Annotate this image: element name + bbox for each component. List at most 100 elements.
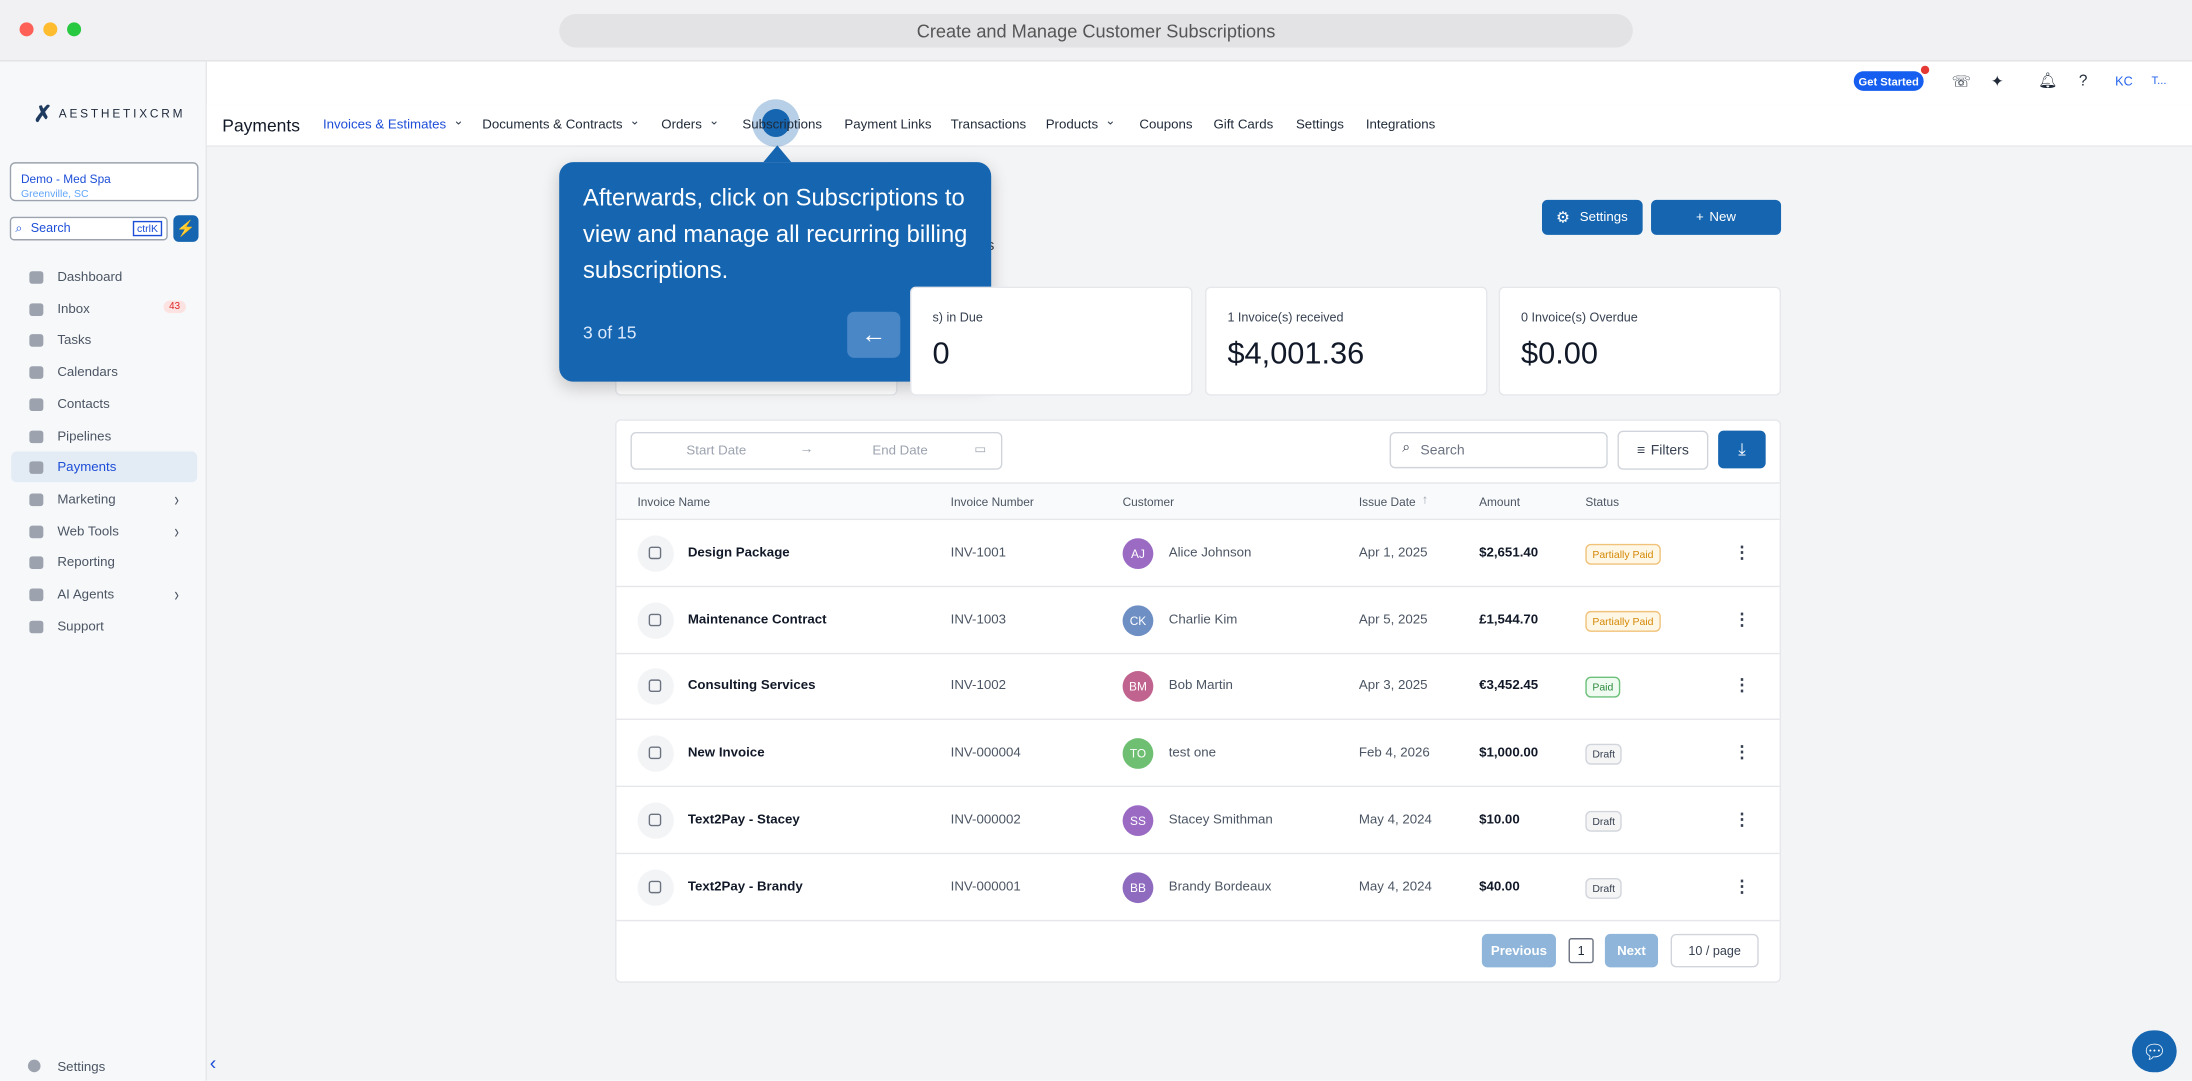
column-header: Customer (1122, 494, 1175, 509)
date-range[interactable] (630, 431, 1003, 470)
nav-tab[interactable]: Orders (661, 117, 702, 133)
row-divider (616, 585, 1780, 588)
row-menu[interactable]: ⋮ (1733, 609, 1751, 629)
new-button[interactable]: + New (1651, 199, 1782, 235)
invoice-name: Consulting Services (687, 678, 816, 694)
maximize[interactable] (67, 22, 82, 37)
row-menu[interactable]: ⋮ (1733, 809, 1751, 829)
page-number[interactable]: 1 (1568, 938, 1594, 964)
nav-label[interactable]: Web Tools (57, 523, 119, 540)
invoice-name: Maintenance Contract (687, 611, 827, 628)
stat-label: 0 Invoice(s) Overdue (1521, 310, 1638, 325)
nav-label[interactable]: Payments (57, 460, 117, 476)
row-menu[interactable]: ⋮ (1733, 675, 1751, 696)
customer-name: test one (1168, 745, 1216, 761)
settings-button[interactable] (1541, 199, 1643, 235)
column-header: Amount (1479, 494, 1521, 509)
chevron: › (174, 519, 179, 542)
tooltip-prev[interactable]: ← (847, 311, 901, 358)
search-box[interactable] (9, 216, 168, 241)
location-switcher[interactable] (9, 162, 199, 202)
filters-button[interactable]: ≡ Filters (1617, 430, 1709, 470)
avatar: CK (1122, 604, 1154, 636)
nav-tab[interactable]: Coupons (1139, 117, 1193, 133)
help-icon[interactable]: ? (2078, 72, 2088, 90)
row-icon-inner (648, 746, 662, 760)
nav-label[interactable]: Reporting (57, 555, 115, 571)
row-menu[interactable]: ⋮ (1733, 875, 1751, 896)
column-header: Invoice Name (637, 494, 711, 509)
invoice-number: INV-1003 (950, 611, 1007, 628)
nav-icon (29, 493, 44, 506)
nav-label[interactable]: Dashboard (57, 269, 123, 286)
row-icon (637, 602, 674, 639)
nav-tab[interactable]: Gift Cards (1213, 117, 1274, 133)
nav-label[interactable]: Calendars (57, 365, 118, 381)
row-divider (616, 919, 1780, 921)
nav-label[interactable]: Inbox (57, 301, 90, 317)
chat-button[interactable]: 💬︎ (2131, 1030, 2177, 1073)
nav-tab[interactable]: Subscriptions (742, 117, 823, 133)
status-badge: Partially Paid (1585, 543, 1661, 565)
topbar (0, 61, 2192, 105)
nav-tab[interactable]: Documents & Contracts (482, 117, 623, 133)
nav-label[interactable]: Tasks (57, 333, 92, 349)
nav-tab[interactable]: Integrations (1365, 117, 1436, 133)
stat-label: s) in Due (932, 310, 983, 325)
next-button[interactable]: Next (1604, 933, 1659, 968)
nav-tab[interactable]: Settings (1295, 117, 1344, 133)
invoice-name: Text2Pay - Stacey (687, 811, 800, 828)
minimize[interactable] (43, 22, 58, 37)
nav-label[interactable]: AI Agents (57, 587, 115, 603)
search-shortcut: ctrlK (132, 220, 163, 237)
nav-tab[interactable]: Payment Links (844, 117, 932, 133)
page-size[interactable]: 10 / page (1670, 933, 1759, 968)
nav-icon (29, 271, 44, 284)
phone-icon[interactable]: ☏ (1951, 74, 1971, 91)
stat-value: $4,001.36 (1227, 335, 1365, 371)
nav-label[interactable]: Pipelines (57, 428, 112, 444)
bell-icon[interactable]: 🔔︎ (2038, 72, 2058, 90)
nav-icon (29, 429, 44, 443)
settings-icon (27, 1059, 41, 1073)
row-menu[interactable]: ⋮ (1733, 542, 1751, 562)
user-extra[interactable]: T... (2151, 74, 2167, 87)
amount: €3,452.45 (1479, 678, 1539, 694)
nav-label[interactable]: Support (57, 618, 104, 635)
issue-date: Apr 5, 2025 (1358, 611, 1428, 628)
nav-icon (29, 302, 44, 316)
quick-action[interactable]: ⚡ (173, 215, 199, 242)
row-icon-inner (648, 813, 662, 826)
stat-card (1205, 286, 1488, 396)
nav-icon (29, 398, 44, 411)
row-divider (616, 719, 1780, 721)
get-started[interactable]: Get Started (1853, 71, 1924, 91)
close[interactable] (19, 22, 34, 37)
stat-label: 1 Invoice(s) received (1227, 310, 1344, 325)
magic-icon[interactable]: ✦ (1990, 74, 2004, 91)
previous-button[interactable]: Previous (1481, 933, 1556, 968)
status-badge: Draft (1585, 810, 1623, 832)
sidebar (0, 61, 207, 1081)
stat-value: $0.00 (1521, 335, 1599, 371)
dropdown-caret: ⌄ (453, 113, 464, 128)
column-header: Status (1585, 494, 1620, 509)
sidebar-settings[interactable]: Settings (57, 1059, 106, 1076)
download-button[interactable]: ⤓ (1718, 430, 1766, 469)
user-initials[interactable]: KC (2115, 74, 2133, 89)
location-name: Demo - Med Spa (20, 171, 111, 186)
row-icon-inner (648, 679, 662, 693)
status-badge: Paid (1585, 677, 1621, 699)
table-search[interactable] (1389, 431, 1608, 469)
nav-label[interactable]: Contacts (57, 396, 110, 413)
nav-tab[interactable]: Invoices & Estimates (322, 117, 447, 133)
nav-icon (29, 334, 44, 348)
nav-tab[interactable]: Transactions (950, 117, 1027, 133)
issue-date: May 4, 2024 (1358, 878, 1432, 895)
nav-label[interactable]: Marketing (57, 491, 116, 508)
collapse[interactable]: ‹ (209, 1051, 217, 1074)
nav-tab[interactable]: Products (1045, 117, 1099, 133)
avatar: BB (1122, 871, 1154, 903)
row-menu[interactable]: ⋮ (1733, 742, 1751, 763)
